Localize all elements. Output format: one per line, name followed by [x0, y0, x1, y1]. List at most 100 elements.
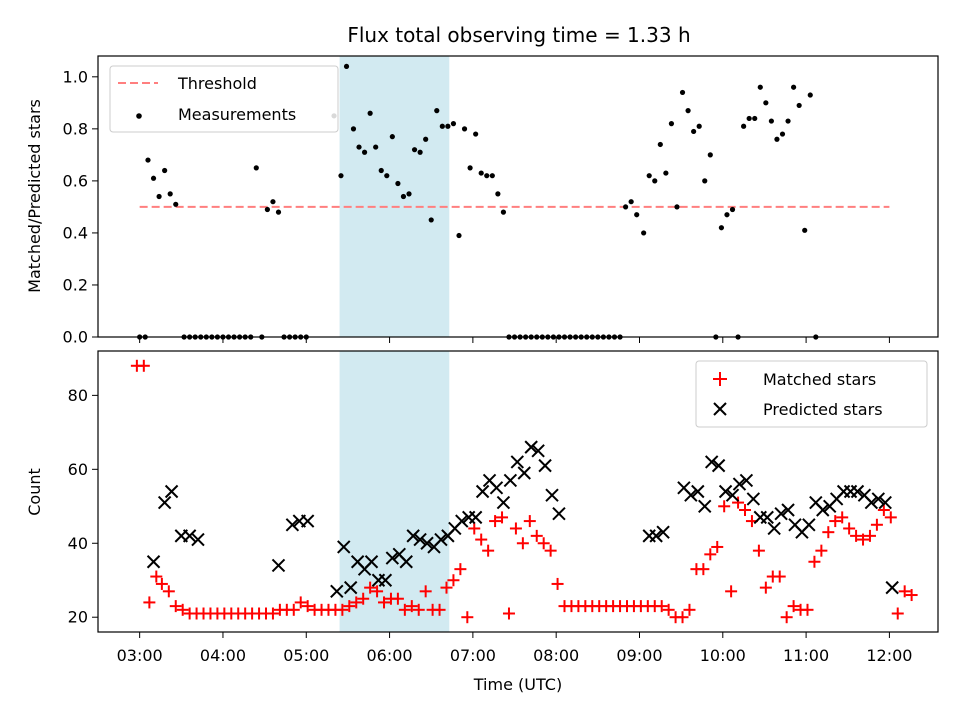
measurements-legend-label: Measurements: [178, 105, 296, 124]
predicted-star-point: [191, 532, 205, 547]
predicted-star-point: [399, 555, 413, 569]
matched-star-point: [801, 603, 814, 616]
matched-star-point: [468, 522, 481, 535]
predicted-star-point: [337, 540, 351, 554]
matched-star-point: [732, 496, 745, 509]
measurement-point: [741, 123, 747, 129]
predicted-star-point: [545, 488, 559, 502]
matched-star-point: [509, 522, 522, 535]
matched-star-point: [482, 544, 495, 557]
measurement-point: [361, 149, 368, 155]
predicted-star-point: [182, 529, 197, 543]
matched-star-point: [287, 603, 300, 616]
predicted-stars-points: [146, 440, 899, 599]
matched-star-point: [440, 581, 453, 594]
measurement-point: [768, 118, 774, 124]
predicted-star-point: [552, 506, 566, 521]
matched-star-point: [412, 603, 425, 616]
top-panel: 0.0 0.2 0.4 0.6 0.8 1.0 Matched/Predicted sta…: [25, 55, 939, 347]
bottom-legend-box: [695, 360, 928, 428]
predicted-star-point: [364, 555, 379, 569]
measurement-point: [389, 134, 395, 140]
predicted-star-point: [871, 492, 886, 506]
predicted-star-point: [420, 536, 434, 550]
predicted-star-point: [489, 481, 504, 495]
predicted-star-point: [503, 473, 518, 488]
measurement-point: [641, 230, 647, 236]
measurement-point: [691, 128, 697, 135]
matched-star-point: [371, 585, 384, 598]
matched-star-point: [718, 500, 731, 513]
top-y-axis-label: Matched/Predicted stars: [25, 99, 44, 293]
predicted-star-point: [434, 532, 448, 547]
measurement-point: [406, 191, 412, 197]
measurement-point: [646, 173, 652, 179]
predicted-star-point: [850, 484, 865, 499]
top-shaded-interval: [339, 56, 450, 337]
matched-star-point: [780, 611, 793, 624]
matched-star-point: [162, 585, 175, 598]
measurement-point: [495, 191, 501, 197]
top-y-ticks: 0.0 0.2 0.4 0.6 0.8 1.0: [63, 67, 98, 347]
measurement-point: [791, 84, 797, 90]
matched-star-point: [870, 518, 883, 531]
measurement-point: [445, 123, 451, 129]
measurement-point: [411, 147, 418, 153]
predicted-star-point: [378, 573, 393, 587]
measurement-point: [663, 170, 669, 176]
matched-star-point: [150, 570, 163, 583]
matched-star-point: [704, 548, 717, 561]
predicted-star-point: [864, 495, 879, 510]
measurement-point: [456, 232, 462, 239]
matched-stars-legend-swatch: [713, 372, 727, 386]
predicted-star-point: [725, 488, 740, 502]
predicted-star-point: [739, 473, 754, 488]
y-tick-label: 1.0: [63, 67, 88, 86]
x-tick-label: 08:00: [533, 646, 579, 665]
matched-star-point: [829, 515, 842, 528]
matched-star-point: [544, 544, 557, 557]
predicted-star-point: [711, 458, 726, 473]
predicted-star-point: [524, 440, 538, 454]
measurement-point: [623, 204, 629, 210]
predicted-star-point: [698, 499, 712, 513]
matched-star-point: [496, 511, 509, 524]
measurement-point: [796, 102, 802, 109]
measurement-point: [785, 118, 791, 124]
matched-star-point: [454, 563, 467, 576]
matched-star-point: [530, 529, 543, 542]
matched-star-point: [905, 589, 918, 602]
y-tick-label: 0.6: [63, 171, 88, 190]
matched-star-point: [398, 603, 411, 616]
matched-star-point: [266, 607, 279, 620]
measurement-point: [173, 201, 179, 207]
matched-star-point: [898, 585, 911, 598]
measurement-point: [484, 173, 490, 179]
matched-star-point: [294, 596, 307, 609]
measurement-point: [343, 63, 350, 70]
matched-star-point: [155, 577, 168, 590]
predicted-star-point: [455, 514, 469, 528]
matched-star-point: [364, 581, 377, 594]
matched-star-point: [551, 577, 564, 590]
matched-star-point: [773, 570, 786, 583]
measurement-point: [729, 206, 736, 213]
measurement-point: [417, 149, 423, 155]
predicted-star-point: [496, 495, 511, 510]
measurement-point: [167, 191, 173, 197]
measurement-point: [807, 92, 813, 98]
measurement-point: [395, 180, 401, 187]
matched-star-point: [537, 537, 550, 550]
y-tick-label: 20: [68, 608, 88, 627]
matched-star-point: [725, 585, 738, 598]
bottom-x-axis-label: Time (UTC): [473, 675, 562, 694]
matched-star-point: [378, 596, 391, 609]
measurement-point: [150, 175, 157, 181]
predicted-star-point: [164, 484, 179, 499]
predicted-star-point: [718, 484, 733, 499]
matched-star-point: [787, 600, 800, 613]
matched-star-point: [336, 603, 349, 616]
measurement-point: [652, 178, 658, 184]
measurement-point: [657, 141, 663, 148]
matched-star-point: [752, 544, 765, 557]
